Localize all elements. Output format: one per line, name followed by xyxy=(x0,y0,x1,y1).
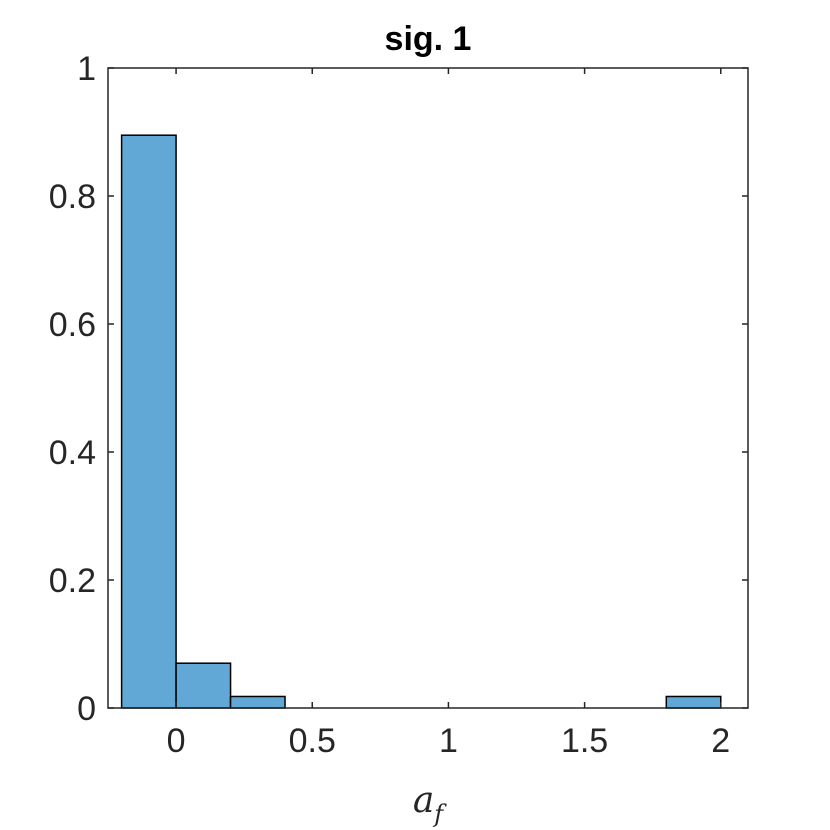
x-tick-label-2: 1 xyxy=(439,722,458,760)
ticks-group xyxy=(108,67,748,709)
y-tick-labels: 0 0.2 0.4 0.6 0.8 1 xyxy=(49,50,96,728)
bars-group xyxy=(120,134,722,709)
histogram-bar-2 xyxy=(229,695,286,709)
x-axis-label-subscript: f xyxy=(432,800,447,828)
y-tick-label-0: 0 xyxy=(77,690,96,728)
y-tick-label-1: 0.2 xyxy=(49,562,96,600)
histogram-bar-1 xyxy=(175,662,232,709)
x-tick-label-0: 0 xyxy=(167,722,186,760)
x-tick-label-3: 1.5 xyxy=(561,722,608,760)
x-axis-label-base: a xyxy=(413,780,434,821)
y-tick-label-4: 0.8 xyxy=(49,178,96,216)
y-tick-label-3: 0.6 xyxy=(49,306,96,344)
histogram-bar-10 xyxy=(665,695,722,709)
y-tick-label-2: 0.4 xyxy=(49,434,96,472)
chart-title: sig. 1 xyxy=(385,20,472,58)
x-tick-labels: 0 0.5 1 1.5 2 xyxy=(167,722,731,760)
x-axis-label: af xyxy=(413,780,447,828)
x-tick-label-4: 2 xyxy=(711,722,730,760)
y-tick-label-5: 1 xyxy=(77,50,96,88)
x-tick-label-1: 0.5 xyxy=(289,722,336,760)
histogram-bar-0 xyxy=(120,134,177,709)
axes-box xyxy=(107,67,749,709)
